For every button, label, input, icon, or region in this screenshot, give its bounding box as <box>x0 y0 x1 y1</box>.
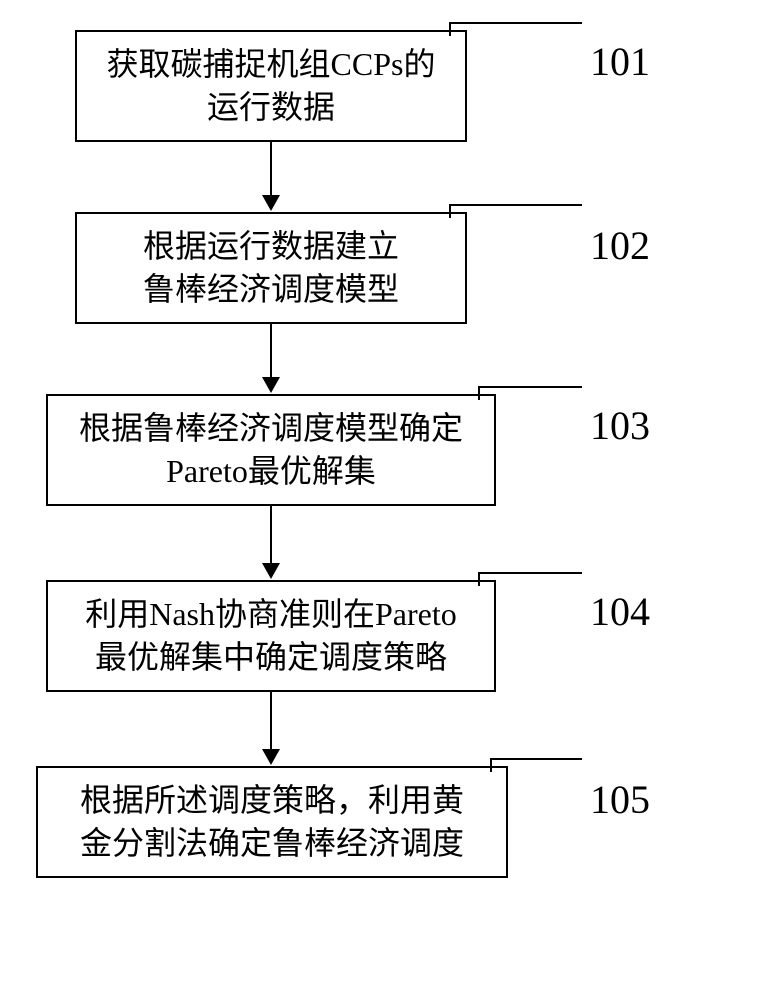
node-text: 利用Nash协商准则在Pareto 最优解集中确定调度策略 <box>85 593 457 679</box>
flowchart-node: 利用Nash协商准则在Pareto 最优解集中确定调度策略 <box>46 580 496 692</box>
leader-line <box>449 204 451 218</box>
flowchart-arrow <box>262 692 280 766</box>
step-number-label: 104 <box>590 588 650 635</box>
leader-line <box>490 758 492 772</box>
flowchart-arrow <box>262 324 280 394</box>
flowchart-arrow <box>262 506 280 580</box>
leader-line <box>449 22 582 24</box>
node-text: 根据鲁棒经济调度模型确定 Pareto最优解集 <box>79 407 463 493</box>
leader-line <box>478 386 582 388</box>
leader-line <box>449 204 582 206</box>
node-text: 获取碳捕捉机组CCPs的 运行数据 <box>107 43 436 129</box>
flowchart-node: 根据鲁棒经济调度模型确定 Pareto最优解集 <box>46 394 496 506</box>
leader-line <box>478 386 480 400</box>
leader-line <box>490 758 582 760</box>
flowchart-node: 根据运行数据建立 鲁棒经济调度模型 <box>75 212 467 324</box>
step-number-label: 105 <box>590 776 650 823</box>
step-number-label: 102 <box>590 222 650 269</box>
leader-line <box>449 22 451 36</box>
step-number-label: 101 <box>590 38 650 85</box>
flowchart-arrow <box>262 142 280 212</box>
node-text: 根据所述调度策略，利用黄 金分割法确定鲁棒经济调度 <box>80 779 464 865</box>
leader-line <box>478 572 582 574</box>
flowchart-canvas: 获取碳捕捉机组CCPs的 运行数据根据运行数据建立 鲁棒经济调度模型根据鲁棒经济… <box>0 0 759 1000</box>
leader-line <box>478 572 480 586</box>
flowchart-node: 根据所述调度策略，利用黄 金分割法确定鲁棒经济调度 <box>36 766 508 878</box>
flowchart-node: 获取碳捕捉机组CCPs的 运行数据 <box>75 30 467 142</box>
node-text: 根据运行数据建立 鲁棒经济调度模型 <box>143 225 399 311</box>
step-number-label: 103 <box>590 402 650 449</box>
